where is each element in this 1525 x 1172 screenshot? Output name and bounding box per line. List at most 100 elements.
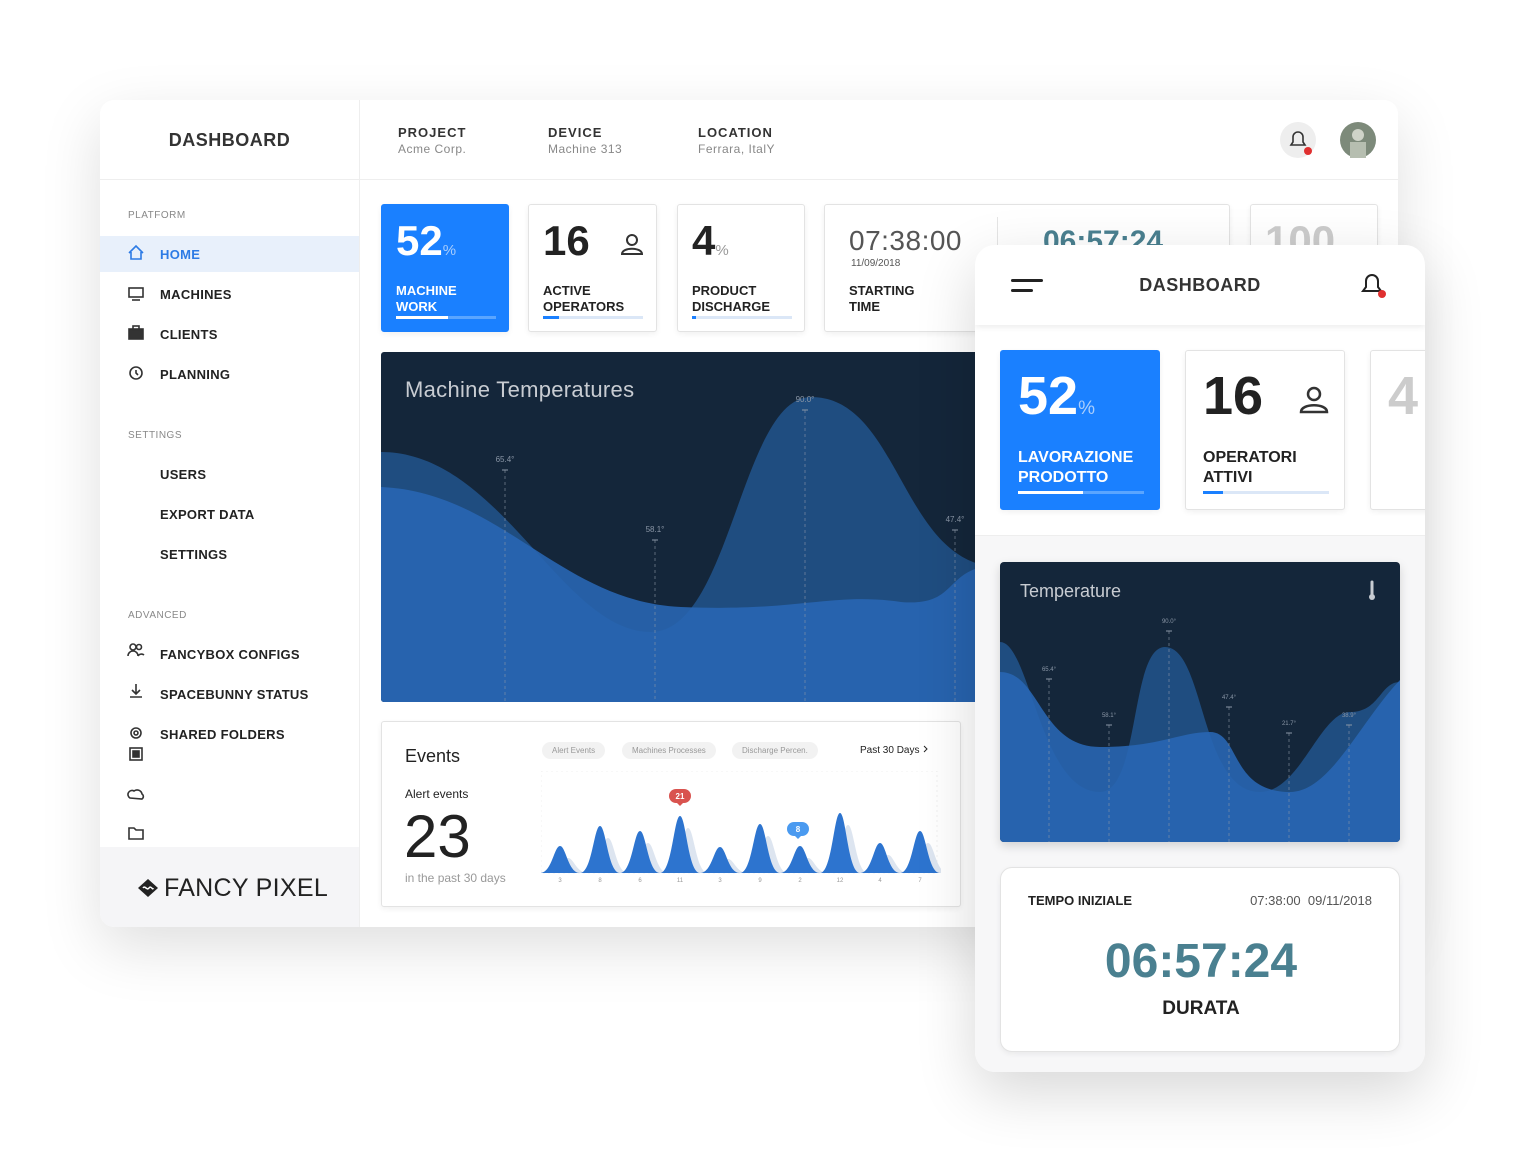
stat-card: 4 <box>1370 350 1425 510</box>
nav-item[interactable]: USERS <box>160 467 207 482</box>
nav-item[interactable]: SHARED FOLDERS <box>160 727 285 742</box>
range: Past 30 Days <box>860 745 920 756</box>
nav-item[interactable]: MACHINES <box>160 287 232 302</box>
progress <box>1203 491 1329 494</box>
progress <box>543 316 643 319</box>
peak <box>660 816 700 873</box>
sidebar: PLATFORM HOME MACHINES CLIENTS PLANNING … <box>100 180 360 927</box>
metric-value: 23 <box>404 803 471 870</box>
x-label: 9 <box>758 878 762 884</box>
stat-value: 4 <box>1388 366 1419 426</box>
stat-label: OPERATORI ATTIVI <box>1203 449 1297 486</box>
stat-card: 52% MACHINE WORK <box>381 204 509 332</box>
info-value: Acme Corp. <box>398 142 467 156</box>
stat-label: MACHINE WORK <box>396 283 457 314</box>
info-value: Machine 313 <box>548 142 623 156</box>
callout-tip <box>677 803 683 806</box>
annotation: 90.0° <box>1162 619 1177 625</box>
metric-label: Alert events <box>405 787 469 801</box>
temperature-waves: 65.4° 58.1° 90.0° 47.4° 21.7° 38.9° <box>1000 580 1400 842</box>
range-selector[interactable]: Past 30 Days <box>860 745 931 756</box>
peak <box>820 813 860 873</box>
annotation: 65.4° <box>496 455 515 464</box>
time-card: TEMPO INIZIALE 07:38:00 09/11/2018 06:57… <box>1000 867 1400 1052</box>
stat-card: 16 OPERATORI ATTIVI <box>1185 350 1345 510</box>
stat-value: 52 <box>396 217 443 264</box>
start-time: 07:38:00 <box>849 225 962 256</box>
nav-item[interactable]: PLANNING <box>160 367 231 382</box>
person-icon <box>1299 386 1329 414</box>
peak <box>740 824 780 873</box>
annotation: 65.4° <box>1042 667 1057 673</box>
header-title: DASHBOARD <box>100 100 360 180</box>
nav-icons <box>127 747 145 840</box>
bell-button[interactable] <box>1278 120 1318 160</box>
header: DASHBOARD PROJECT Acme Corp. DEVICE Mach… <box>100 100 1398 180</box>
callout <box>669 789 691 803</box>
x-label: 3 <box>558 878 562 884</box>
stat-value: 16 <box>543 217 590 264</box>
tab[interactable]: Alert Events <box>542 742 606 759</box>
stat-label: PRODUCT DISCHARGE <box>692 283 771 314</box>
annotation: 38.9° <box>1342 713 1357 719</box>
peak <box>580 826 620 873</box>
section-title: ADVANCED <box>128 610 187 621</box>
stat-label: ACTIVE OPERATORS <box>543 283 625 314</box>
progress <box>396 316 496 319</box>
stat-label: STARTING TIME <box>849 283 915 314</box>
chevron <box>924 745 929 753</box>
stat-value: 4 <box>692 217 716 264</box>
peak <box>900 831 940 873</box>
x-label: 3 <box>718 878 722 884</box>
tab[interactable]: Discharge Percen. <box>732 742 818 759</box>
logo-icon <box>138 879 158 897</box>
progress <box>1018 491 1144 494</box>
time-title: TEMPO INIZIALE <box>1028 893 1132 908</box>
callout <box>787 822 809 836</box>
events-title: Events <box>405 746 461 766</box>
panel-title: Machine Temperatures <box>405 377 635 402</box>
stat-value: 52 <box>1018 366 1079 426</box>
info-label: LOCATION <box>698 125 773 140</box>
x-label: 6 <box>638 878 642 884</box>
bell-button[interactable] <box>1359 271 1389 301</box>
nav-item[interactable]: HOME <box>160 247 201 262</box>
nav-item[interactable]: FANCYBOX CONFIGS <box>160 647 300 662</box>
menu-button[interactable] <box>1011 279 1045 293</box>
duration: 06:57:24 <box>1104 935 1298 988</box>
panel-title: Temperature <box>1020 581 1122 601</box>
peak <box>860 843 900 873</box>
annotation: 58.1° <box>1102 713 1117 719</box>
logo-text: FANCY PIXEL <box>164 874 329 902</box>
events-card: Events Alert Events Machines Processes D… <box>381 721 961 907</box>
metric-caption: in the past 30 days <box>405 871 506 885</box>
section-title: SETTINGS <box>128 430 183 441</box>
annotation: 90.0° <box>796 395 815 404</box>
nav-item[interactable]: EXPORT DATA <box>160 507 255 522</box>
events-chart: 3 8 6 11 3 9 2 12 4 7 21 8 <box>541 771 941 884</box>
nav-item[interactable]: SETTINGS <box>160 547 228 562</box>
callout-text: 21 <box>676 792 685 801</box>
mobile-title: DASHBOARD <box>1139 275 1261 295</box>
avatar[interactable] <box>1338 120 1378 160</box>
duration-label: DURATA <box>1162 998 1240 1019</box>
annotation: 58.1° <box>646 525 665 534</box>
x-label: 7 <box>918 878 922 884</box>
active-highlight <box>100 236 359 272</box>
callout-text: 8 <box>796 825 801 834</box>
stat-unit: % <box>1078 398 1095 419</box>
callout-tip <box>795 836 801 839</box>
info-label: PROJECT <box>398 125 467 140</box>
nav-item[interactable]: SPACEBUNNY STATUS <box>160 687 309 702</box>
peak <box>700 847 740 873</box>
tab[interactable]: Machines Processes <box>622 742 716 759</box>
x-label: 11 <box>677 878 684 884</box>
annotation: 47.4° <box>1222 695 1237 701</box>
peak <box>541 846 580 873</box>
progress <box>692 316 792 319</box>
stat-label: LAVORAZIONE PRODOTTO <box>1018 449 1134 486</box>
stat-unit: % <box>442 242 457 259</box>
annotation: 21.7° <box>1282 721 1297 727</box>
x-label: 4 <box>878 878 882 884</box>
nav-item[interactable]: CLIENTS <box>160 327 218 342</box>
